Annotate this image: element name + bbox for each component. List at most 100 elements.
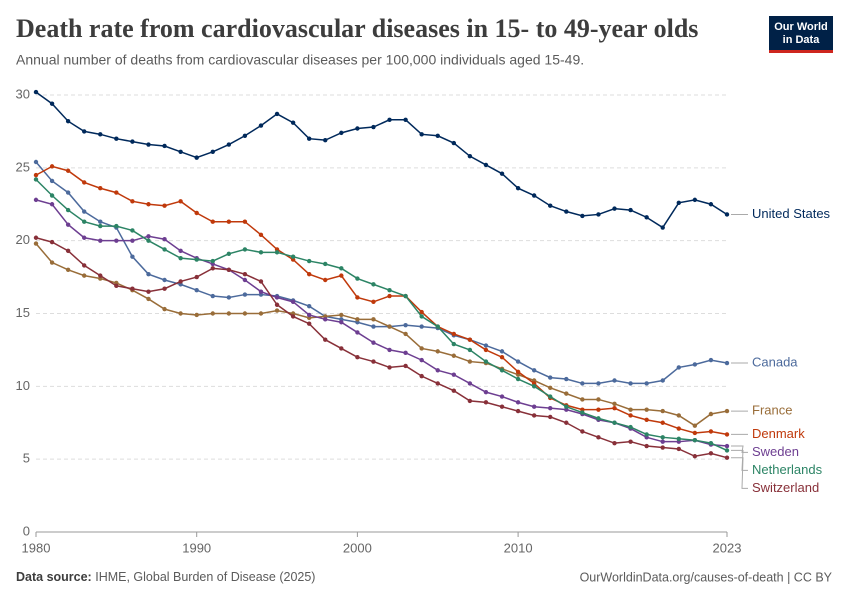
data-point <box>499 355 505 360</box>
data-point <box>194 155 199 160</box>
data-point <box>226 295 232 300</box>
data-point <box>548 394 553 399</box>
data-point <box>644 215 649 220</box>
y-tick-label: 25 <box>16 159 30 174</box>
data-point <box>692 423 698 428</box>
data-point <box>660 408 665 414</box>
logo-text[interactable]: in Data <box>783 34 821 46</box>
data-point <box>612 405 617 411</box>
data-point <box>339 346 344 351</box>
series <box>33 235 730 460</box>
data-point <box>515 400 521 405</box>
data-point <box>660 378 665 383</box>
data-point <box>531 404 537 409</box>
data-point <box>724 432 730 437</box>
data-point <box>580 410 585 415</box>
data-point <box>660 435 665 440</box>
data-point <box>387 324 392 329</box>
data-point <box>258 289 264 294</box>
data-point <box>65 190 71 195</box>
data-point <box>33 197 39 203</box>
data-point <box>483 389 489 395</box>
data-point <box>483 400 489 405</box>
series <box>33 177 730 453</box>
data-point <box>612 440 617 446</box>
data-point <box>114 283 119 289</box>
data-point <box>644 407 649 412</box>
data-point <box>403 331 408 337</box>
data-point <box>290 314 296 319</box>
data-point <box>564 376 569 382</box>
footer-link[interactable]: OurWorldinData.org/causes-of-death | CC … <box>580 570 833 584</box>
data-point <box>130 199 135 204</box>
data-point <box>531 193 537 198</box>
data-point <box>323 261 328 267</box>
data-point <box>531 413 537 418</box>
data-point <box>628 381 633 386</box>
data-point <box>146 289 151 294</box>
data-point <box>98 219 103 224</box>
data-point <box>371 359 376 364</box>
data-point <box>65 207 71 213</box>
chart-title: Death rate from cardiovascular diseases … <box>16 14 698 43</box>
data-point <box>499 368 505 373</box>
data-point <box>290 254 296 259</box>
data-point <box>339 130 344 136</box>
data-point <box>242 311 248 316</box>
data-point <box>178 279 183 284</box>
data-point <box>258 279 264 284</box>
data-point <box>564 404 569 409</box>
label-connector <box>731 445 748 453</box>
data-point <box>708 429 714 434</box>
data-point <box>419 357 424 363</box>
data-point <box>33 241 39 246</box>
logo-box[interactable] <box>769 16 833 50</box>
data-point <box>210 293 215 299</box>
data-point <box>178 199 183 204</box>
legend-label: Canada <box>752 354 798 369</box>
data-point <box>162 306 167 312</box>
series <box>33 159 730 386</box>
series-line <box>35 178 728 452</box>
data-point <box>515 376 521 382</box>
data-point <box>435 349 440 354</box>
data-point <box>564 420 569 425</box>
data-point <box>515 186 521 191</box>
data-point <box>628 207 633 213</box>
data-point <box>708 451 714 456</box>
y-tick-label: 15 <box>16 305 30 320</box>
data-point <box>596 397 601 402</box>
data-point <box>724 360 730 366</box>
data-point <box>290 299 296 305</box>
data-point <box>355 355 360 360</box>
data-point <box>403 363 408 369</box>
data-point <box>306 271 312 277</box>
data-point <box>98 273 103 278</box>
label-connector <box>731 457 748 489</box>
data-point <box>33 177 39 182</box>
data-point <box>387 347 392 353</box>
series <box>33 89 730 230</box>
data-point <box>724 408 730 414</box>
data-point <box>323 337 328 342</box>
data-point <box>612 378 617 383</box>
data-point <box>467 153 473 159</box>
data-point <box>290 120 296 125</box>
logo[interactable]: Our World in Data <box>769 16 833 53</box>
data-point <box>548 405 553 411</box>
data-point <box>708 411 714 417</box>
data-point <box>628 424 633 430</box>
data-point <box>676 413 681 418</box>
x-tick-label: 2023 <box>713 540 742 555</box>
data-point <box>628 439 633 444</box>
data-point <box>419 346 424 351</box>
data-point <box>435 368 440 373</box>
data-point <box>226 311 232 316</box>
logo-text[interactable]: Our World <box>774 21 828 33</box>
data-point <box>548 375 553 380</box>
data-point <box>49 202 55 207</box>
data-point <box>162 247 167 252</box>
data-point <box>371 282 376 287</box>
legend-label: France <box>752 403 792 418</box>
